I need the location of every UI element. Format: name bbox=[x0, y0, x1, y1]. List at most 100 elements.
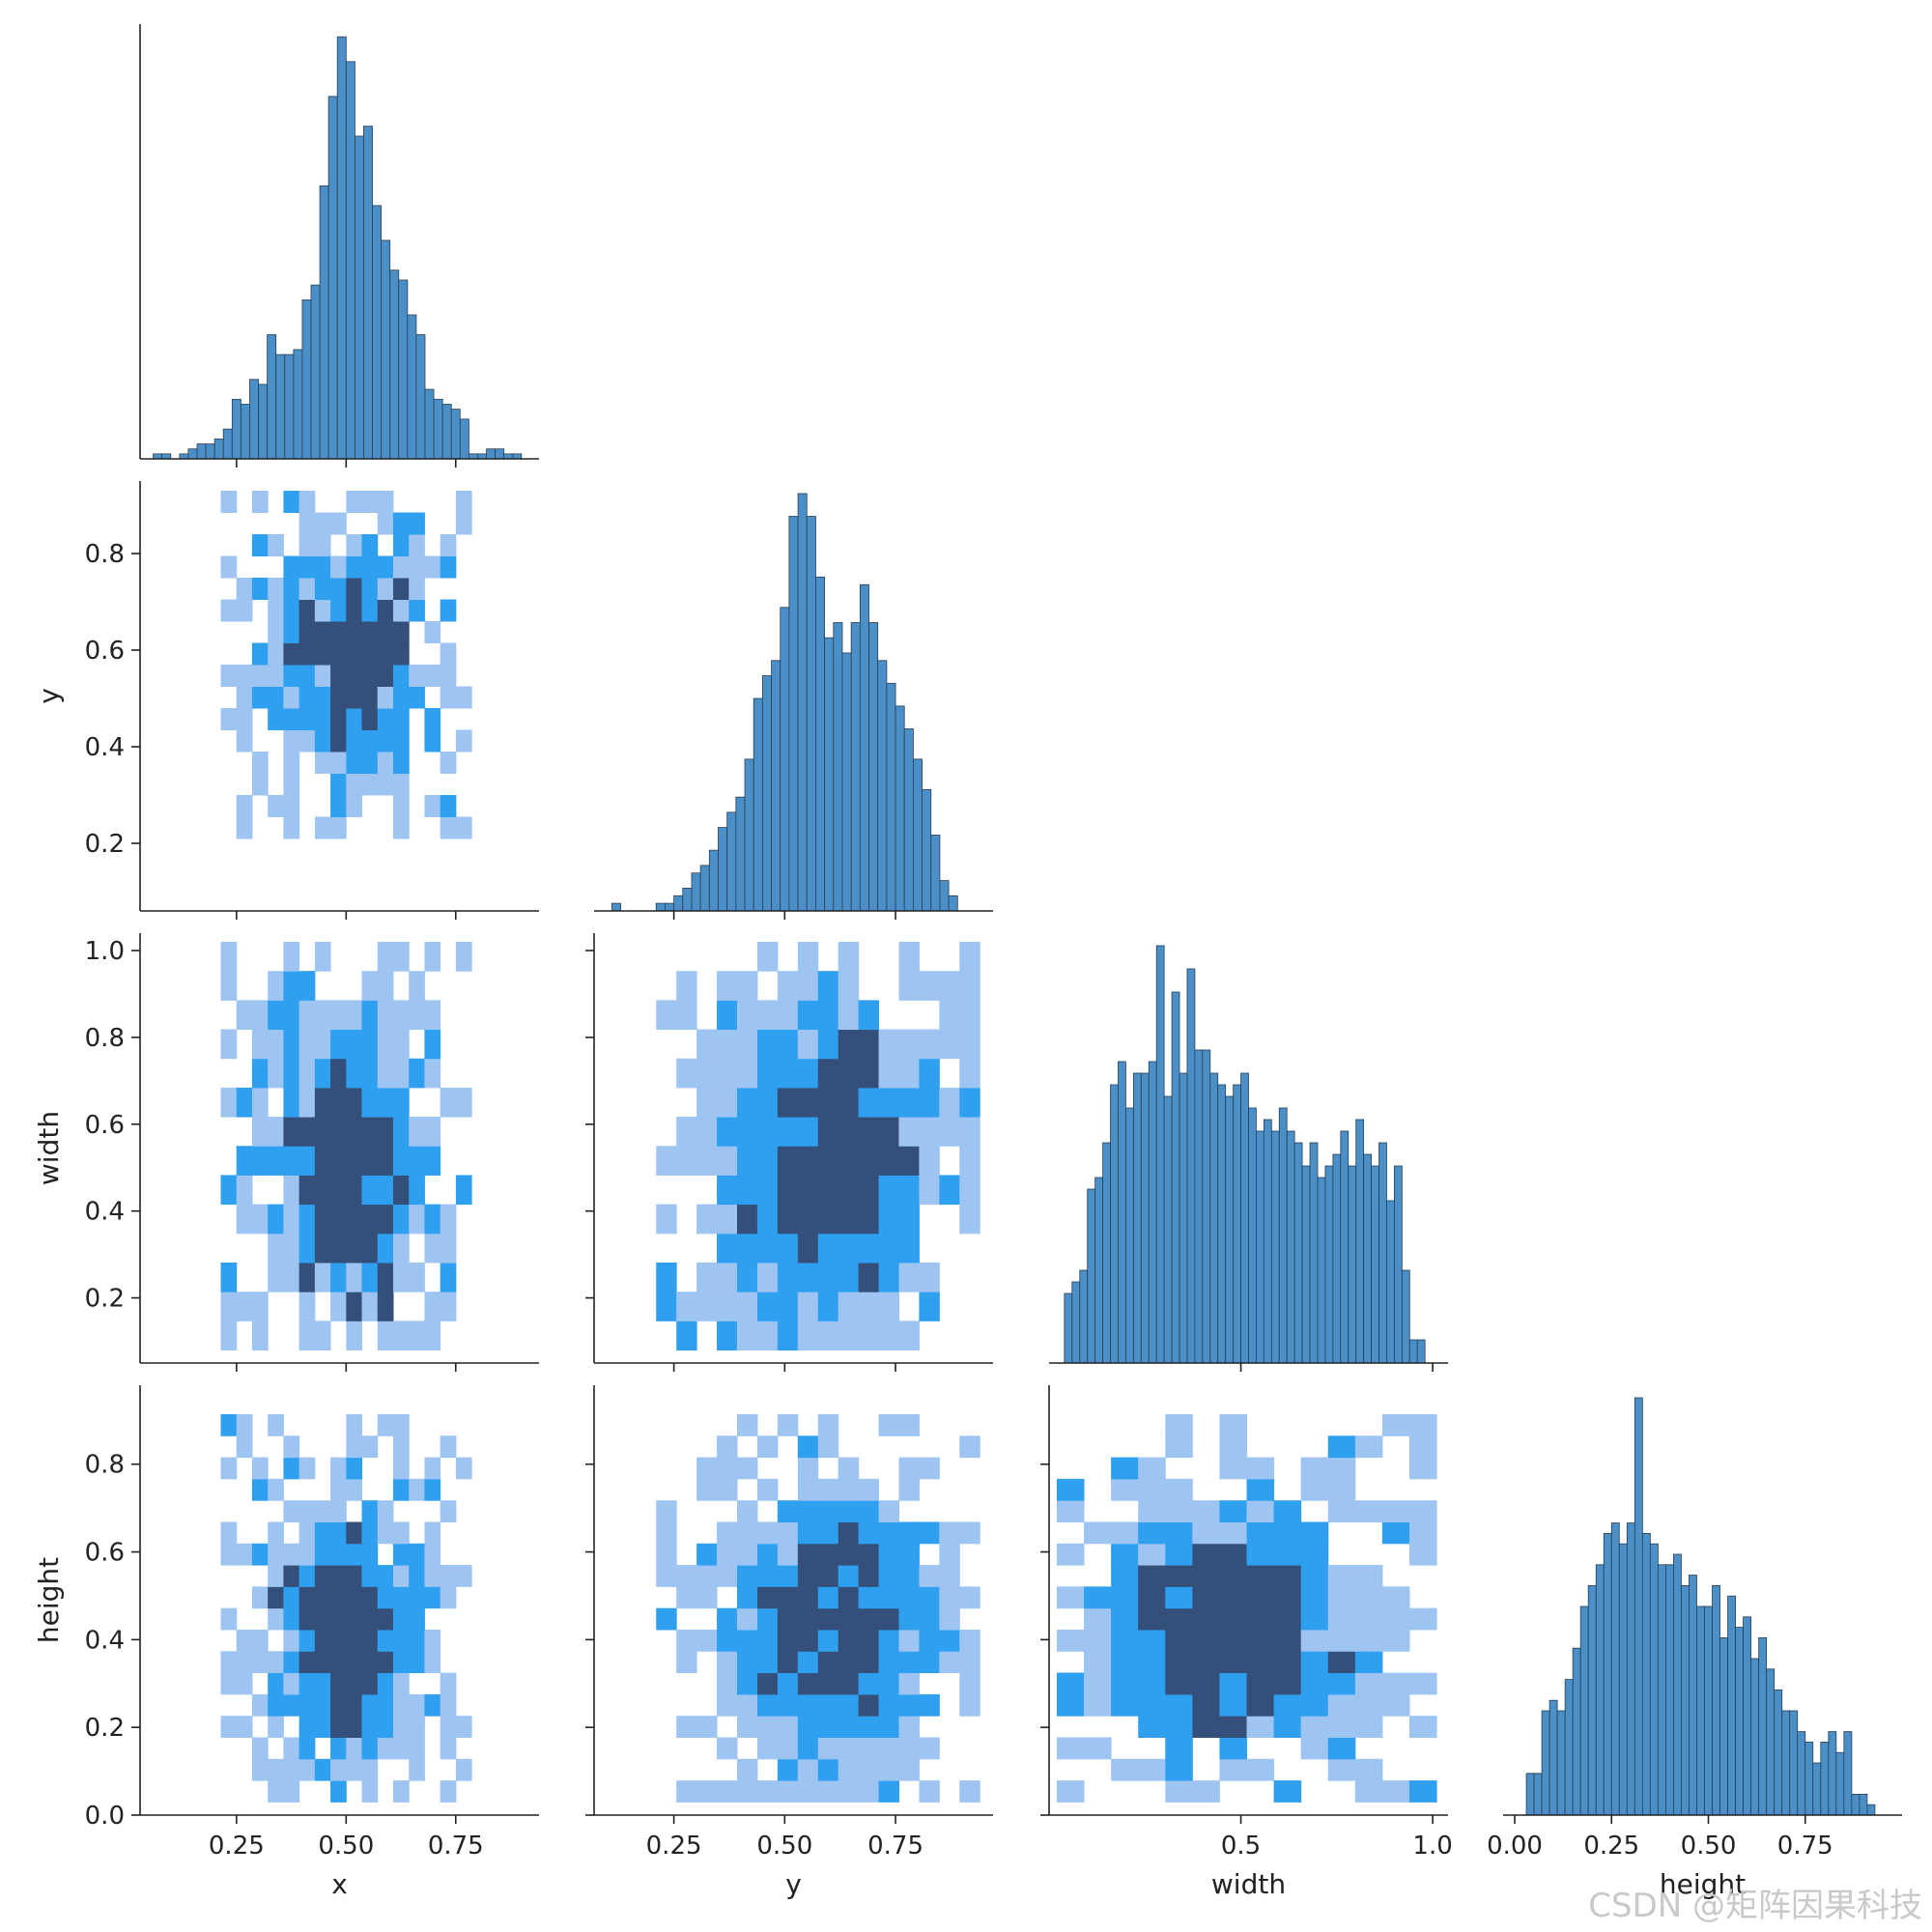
heatmap-cell bbox=[268, 1478, 284, 1501]
hist-bar bbox=[1750, 1658, 1760, 1816]
heatmap-cell bbox=[817, 1693, 839, 1717]
heatmap-cell bbox=[756, 1478, 779, 1501]
heatmap-cell bbox=[268, 1586, 284, 1609]
heatmap-cell bbox=[1409, 1435, 1437, 1459]
heatmap-cell bbox=[898, 1521, 920, 1545]
heatmap-cell bbox=[756, 1651, 779, 1674]
heatmap-cell bbox=[1409, 1413, 1437, 1436]
hist-bar bbox=[1110, 1084, 1119, 1364]
heatmap-cell bbox=[959, 1780, 980, 1803]
heatmap-cell bbox=[1273, 1521, 1302, 1545]
heatmap-cell bbox=[676, 971, 697, 1001]
heatmap-cell bbox=[409, 1629, 425, 1652]
heatmap-cell bbox=[898, 1478, 920, 1501]
heatmap-cell bbox=[1246, 1500, 1275, 1522]
heatmap-cell bbox=[392, 665, 410, 687]
heatmap-cell bbox=[919, 1629, 940, 1652]
heatmap-cell bbox=[236, 578, 253, 600]
hist-bar bbox=[753, 697, 763, 912]
hist-bar bbox=[486, 448, 497, 460]
heatmap-cell bbox=[236, 1716, 253, 1738]
heatmap-cell bbox=[1056, 1478, 1085, 1501]
x-axis-title-y: y bbox=[785, 1868, 802, 1900]
heatmap-cell bbox=[919, 1457, 940, 1480]
heatmap-cell bbox=[440, 1087, 457, 1118]
heatmap-cell bbox=[939, 1607, 960, 1631]
heatmap-cell bbox=[251, 1292, 269, 1321]
heatmap-cell bbox=[377, 1000, 394, 1031]
heatmap-cell bbox=[409, 1204, 425, 1235]
heatmap-cell bbox=[220, 1607, 238, 1631]
heatmap-cell bbox=[392, 1457, 410, 1480]
heatmap-cell bbox=[959, 1058, 980, 1089]
heatmap-cell bbox=[797, 1586, 819, 1609]
heatmap-cell bbox=[377, 1204, 394, 1235]
heatmap-cell bbox=[424, 1204, 441, 1235]
heatmap-cell bbox=[346, 599, 363, 622]
heatmap-cell bbox=[717, 1262, 738, 1293]
heatmap-cell bbox=[898, 1629, 920, 1652]
heatmap-cell bbox=[1192, 1543, 1220, 1566]
heatmap-cell bbox=[1111, 1629, 1139, 1652]
heatmap-cell bbox=[283, 1029, 300, 1060]
heatmap-cell bbox=[878, 1321, 899, 1351]
heatmap-cell bbox=[1165, 1672, 1193, 1695]
heatmap-cell bbox=[777, 1758, 799, 1781]
heatmap-cell bbox=[314, 1058, 331, 1089]
x-tick-label: 0.75 bbox=[428, 1832, 484, 1861]
heatmap-cell bbox=[392, 708, 410, 730]
hist-bar bbox=[407, 314, 417, 460]
heatmap-cell bbox=[330, 816, 347, 839]
heatmap-cell bbox=[298, 1629, 316, 1652]
hist-bar bbox=[1828, 1731, 1837, 1816]
x-tick-label: 0.00 bbox=[1487, 1832, 1543, 1861]
heatmap-cell bbox=[392, 1543, 410, 1566]
hist-bar bbox=[1102, 1142, 1111, 1364]
heatmap-cell bbox=[392, 1117, 410, 1147]
heatmap-cell bbox=[797, 1758, 819, 1781]
heatmap-cell bbox=[220, 555, 238, 579]
hist-bar bbox=[824, 637, 835, 912]
heatmap-cell bbox=[392, 578, 410, 600]
heatmap-cell bbox=[756, 941, 779, 972]
heatmap-cell bbox=[797, 1029, 819, 1060]
heatmap-cell bbox=[898, 1117, 920, 1147]
heatmap-cell bbox=[878, 1780, 899, 1803]
heatmap-cell bbox=[377, 1737, 394, 1760]
heatmap-cell bbox=[959, 1117, 980, 1147]
heatmap-cell bbox=[817, 1521, 839, 1545]
heatmap-cell bbox=[330, 773, 347, 796]
heatmap-cell bbox=[736, 1565, 758, 1587]
heatmap-cell bbox=[878, 1175, 899, 1206]
heatmap-cell bbox=[377, 1233, 394, 1264]
heatmap-cell bbox=[656, 1292, 677, 1321]
x-tick-label: 0.50 bbox=[318, 1832, 374, 1861]
heatmap-cell bbox=[656, 1204, 677, 1235]
heatmap-cell bbox=[736, 1117, 758, 1147]
heatmap-cell bbox=[346, 1758, 363, 1781]
heatmap-cell bbox=[1219, 1629, 1248, 1652]
heatmap-cell bbox=[878, 1607, 899, 1631]
heatmap-cell bbox=[736, 1629, 758, 1652]
heatmap-cell bbox=[817, 1321, 839, 1351]
heatmap-cell bbox=[283, 555, 300, 579]
heatmap-cell bbox=[314, 1500, 331, 1522]
heatmap-cell bbox=[440, 1586, 457, 1609]
heatmap-cell bbox=[268, 708, 284, 730]
heatmap-cell bbox=[756, 1058, 779, 1089]
heatmap-cell bbox=[717, 1737, 738, 1760]
heatmap-cell bbox=[361, 1521, 379, 1545]
heatmap-cell bbox=[1138, 1651, 1166, 1674]
heatmap-cell bbox=[346, 621, 363, 643]
heatmap-cell bbox=[455, 1758, 472, 1781]
heatmap-cell bbox=[1165, 1521, 1193, 1545]
heatmap-cell bbox=[878, 1651, 899, 1674]
heatmap-cell bbox=[283, 1457, 300, 1480]
heatmap-cell bbox=[361, 599, 379, 622]
heatmap-cell bbox=[959, 1435, 980, 1459]
heatmap-cell bbox=[919, 1737, 940, 1760]
heatmap-cell bbox=[756, 1233, 779, 1264]
hist-bar bbox=[1626, 1522, 1635, 1816]
heatmap-cell bbox=[220, 1651, 238, 1674]
heatmap-cell bbox=[409, 1607, 425, 1631]
